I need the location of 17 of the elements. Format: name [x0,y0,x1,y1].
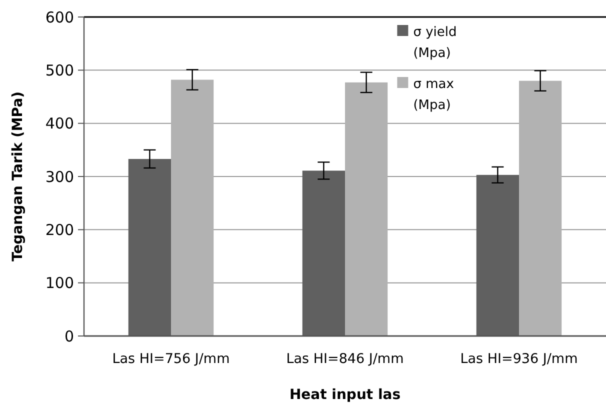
bar [519,80,562,336]
bar [345,82,388,336]
y-tick-label: 400 [45,114,74,133]
x-tick-label: Las HI=846 J/mm [286,351,404,367]
legend-label: σ yield (Mpa) [413,25,457,61]
y-axis-title: Tegangan Tarik (MPa) [10,91,26,262]
y-tick-label: 200 [45,220,74,239]
bar [171,80,214,336]
y-tick-label: 600 [45,8,74,26]
x-tick-label: Las HI=756 J/mm [112,351,230,367]
y-tick-label: 300 [45,168,74,186]
legend-label: σ max (Mpa) [413,77,454,113]
y-tick-label: 0 [64,327,74,346]
x-tick-label: Las HI=936 J/mm [460,351,578,367]
y-tick-label: 100 [45,274,74,292]
x-axis-title: Heat input las [289,387,401,403]
y-tick-label: 500 [45,61,74,80]
